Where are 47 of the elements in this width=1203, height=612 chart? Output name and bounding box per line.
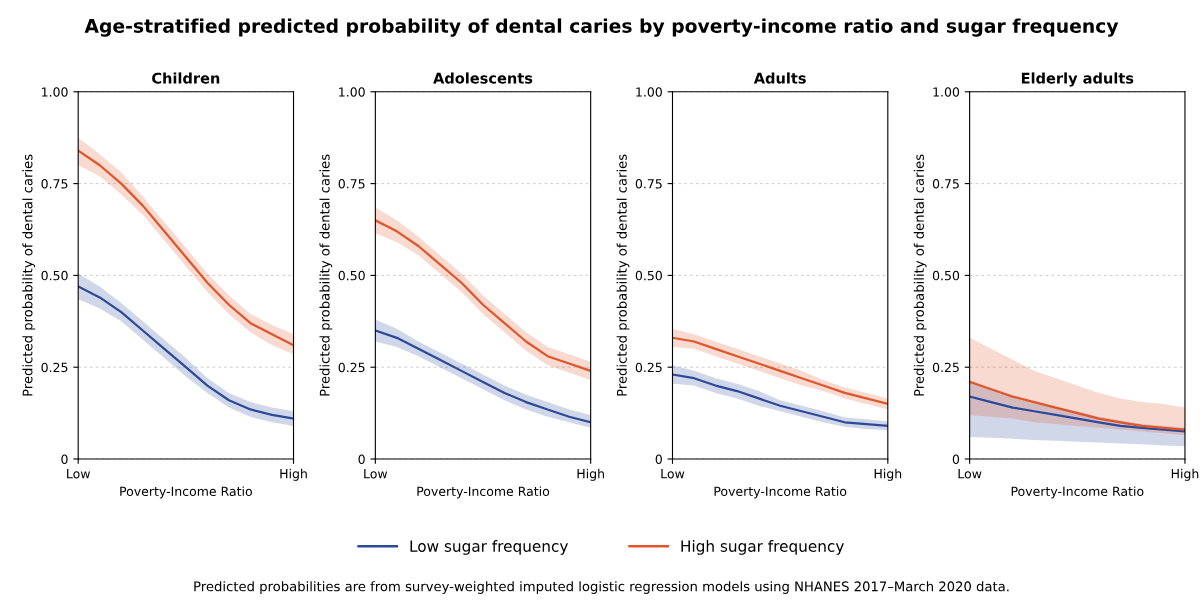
- x-axis-title: Poverty-Income Ratio: [714, 486, 847, 499]
- x-tick-label: Low: [661, 469, 685, 479]
- x-tick-label: Low: [958, 469, 982, 479]
- y-tick-label: 1.00: [339, 87, 365, 97]
- y-tick-label: 0: [358, 454, 365, 464]
- text: Age-stratified predicted probability of dental caries by poverty-income ratio and sugar frequency: [84, 18, 1119, 37]
- x-tick-label: High: [280, 468, 307, 481]
- x-tick-label: High: [577, 468, 604, 481]
- y-tick-label: 0.25: [932, 362, 959, 373]
- y-tick-label: 0.75: [338, 179, 365, 189]
- legend-label: Low sugar frequency: [410, 540, 568, 555]
- y-tick-label: 0.75: [932, 179, 959, 189]
- y-axis-title: Predicted probability of dental caries: [616, 154, 630, 396]
- y-tick-label: 0.75: [41, 179, 68, 189]
- y-tick-label: 1.00: [636, 87, 662, 97]
- chart-title: Adults: [753, 72, 806, 84]
- y-tick-label: 1.00: [933, 87, 960, 97]
- x-axis-title: Poverty-Income Ratio: [1011, 486, 1144, 499]
- legend-label: High sugar frequency: [681, 540, 844, 555]
- y-tick-label: 0: [655, 454, 662, 464]
- x-tick-label: Low: [67, 469, 90, 479]
- y-axis-title: Predicted probability of dental caries: [22, 154, 36, 396]
- y-tick-label: 0.50: [338, 270, 365, 281]
- y-tick-label: 1.00: [42, 87, 68, 97]
- y-tick-label: 0.25: [635, 362, 662, 373]
- y-tick-label: 0.75: [635, 179, 662, 189]
- x-axis-title: Poverty-Income Ratio: [417, 486, 550, 499]
- line-series: [672, 373, 888, 428]
- x-axis-title: Poverty-Income Ratio: [120, 486, 252, 499]
- chart-title: Elderly adults: [1021, 72, 1134, 87]
- y-axis-title: Predicted probability of dental caries: [319, 154, 333, 396]
- line-series: [969, 395, 1185, 433]
- y-tick-label: 0.50: [635, 270, 662, 281]
- text: Predicted probabilities are from survey-weighted imputed logistic regression models using NHANES 2017–March 2020 data.: [194, 581, 1009, 594]
- y-tick-label: 0.50: [41, 270, 68, 281]
- y-tick-label: 0: [952, 454, 960, 464]
- y-tick-label: 0.50: [932, 270, 960, 281]
- chart-title: Children: [152, 72, 220, 84]
- x-tick-label: High: [1171, 468, 1199, 481]
- y-axis-title: Predicted probability of dental caries: [913, 154, 927, 396]
- x-tick-label: High: [874, 468, 902, 481]
- y-tick-label: 0: [61, 454, 68, 464]
- line-series: [969, 380, 1185, 431]
- y-tick-label: 0.25: [338, 362, 365, 373]
- x-tick-label: Low: [364, 469, 388, 479]
- chart-title: Adolescents: [433, 72, 533, 84]
- y-tick-label: 0.25: [41, 362, 68, 373]
